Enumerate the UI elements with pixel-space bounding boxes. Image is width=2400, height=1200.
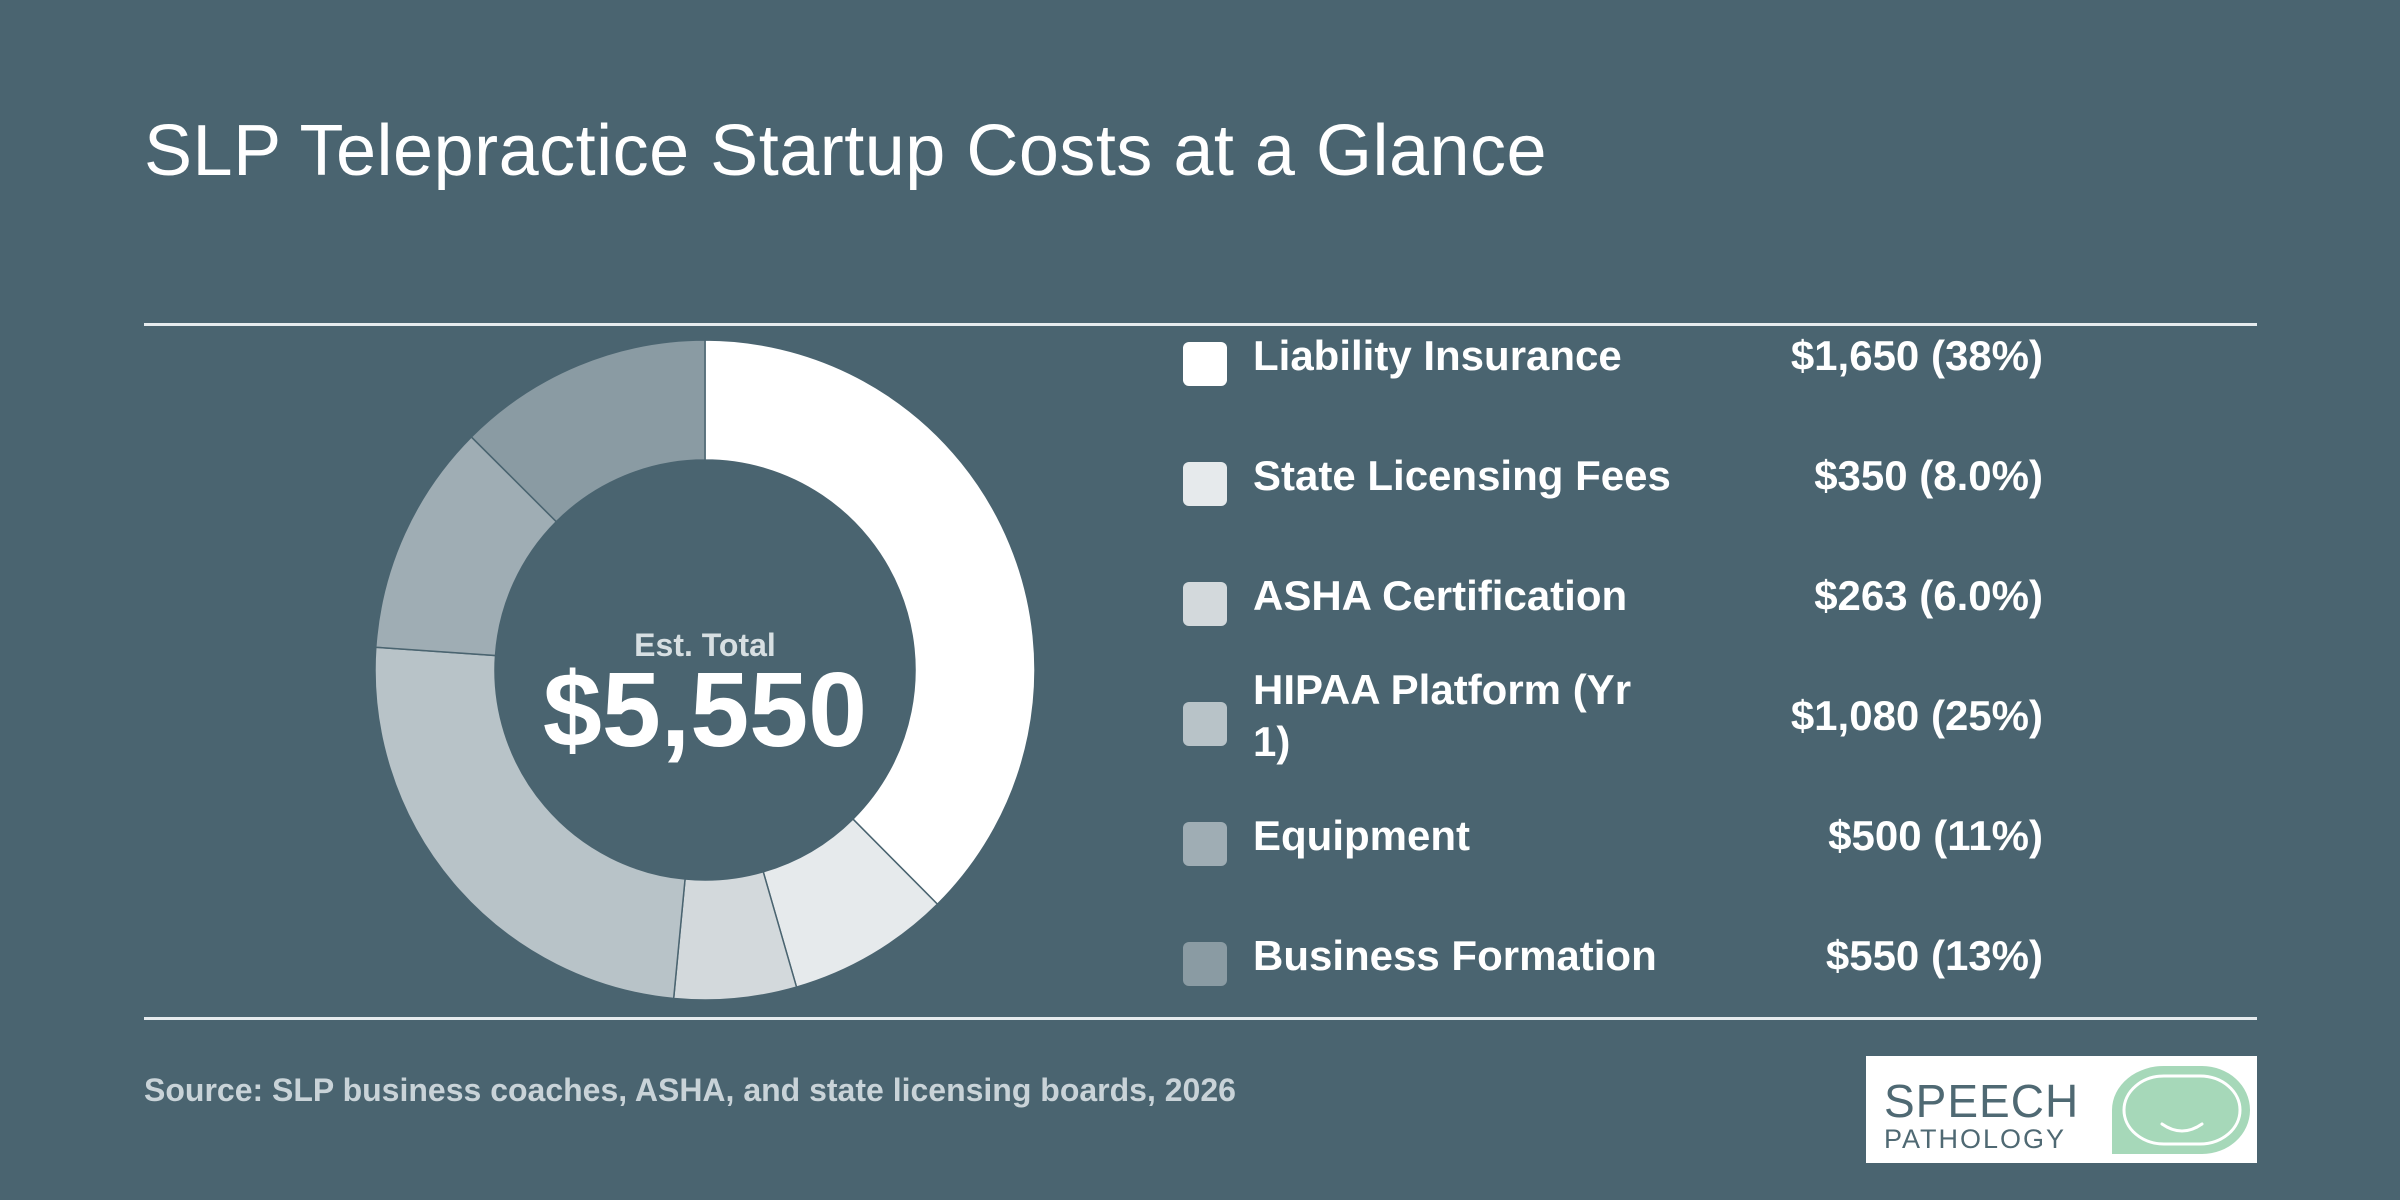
- legend-value: $263 (6.0%): [1814, 572, 2043, 619]
- legend-swatch: [1183, 582, 1227, 626]
- legend-label: Equipment: [1253, 812, 1470, 859]
- legend-label: ASHA Certification: [1253, 572, 1628, 619]
- logo-text-line1: SPEECH: [1884, 1075, 2080, 1127]
- speech-bubble-icon: [2112, 1065, 2250, 1154]
- legend-item: Liability Insurance $1,650 (38%): [1183, 330, 2043, 390]
- legend-swatch: [1183, 462, 1227, 506]
- legend-label: Business Formation: [1253, 932, 1657, 979]
- donut-slice-4: [374, 646, 686, 1000]
- legend-item: State Licensing Fees $350 (8.0%): [1183, 450, 2043, 510]
- legend-item: HIPAA Platform (Yr 1) $1,080 (25%): [1183, 666, 2043, 765]
- speech-pathology-logo: SPEECH PATHOLOGY: [1866, 1056, 2257, 1163]
- top-divider: [144, 323, 2257, 326]
- legend-value: $550 (13%): [1825, 932, 2043, 979]
- legend-value: $1,650 (38%): [1790, 332, 2043, 379]
- legend-item: ASHA Certification $263 (6.0%): [1183, 570, 2043, 630]
- donut-slice-1: [704, 339, 1036, 906]
- legend-label: State Licensing Fees: [1253, 452, 1671, 499]
- donut-chart: Est. Total $5,550: [374, 339, 1036, 1001]
- legend-value: $1,080 (25%): [1790, 692, 2043, 739]
- legend-label: HIPAA Platform (Yr 1): [1253, 666, 1632, 765]
- legend-swatch: [1183, 342, 1227, 386]
- logo-text-line2: PATHOLOGY: [1884, 1124, 2067, 1154]
- legend-label: Liability Insurance: [1253, 332, 1622, 379]
- legend-swatch: [1183, 942, 1227, 986]
- legend-value: $500 (11%): [1828, 812, 2043, 859]
- donut-slice-6: [470, 339, 706, 523]
- chart-title: SLP Telepractice Startup Costs at a Glan…: [144, 111, 1548, 191]
- legend-value: $350 (8.0%): [1814, 452, 2043, 499]
- legend-item: Equipment $500 (11%): [1183, 810, 2043, 870]
- legend-swatch: [1183, 702, 1227, 746]
- legend-swatch: [1183, 822, 1227, 866]
- center-total-value: $5,550: [543, 651, 867, 769]
- legend-item: Business Formation $550 (13%): [1183, 930, 2043, 990]
- source-note: Source: SLP business coaches, ASHA, and …: [144, 1072, 1236, 1108]
- bottom-divider: [144, 1017, 2257, 1020]
- center-total-label: Est. Total: [634, 627, 776, 663]
- donut-slices: [374, 339, 1036, 1001]
